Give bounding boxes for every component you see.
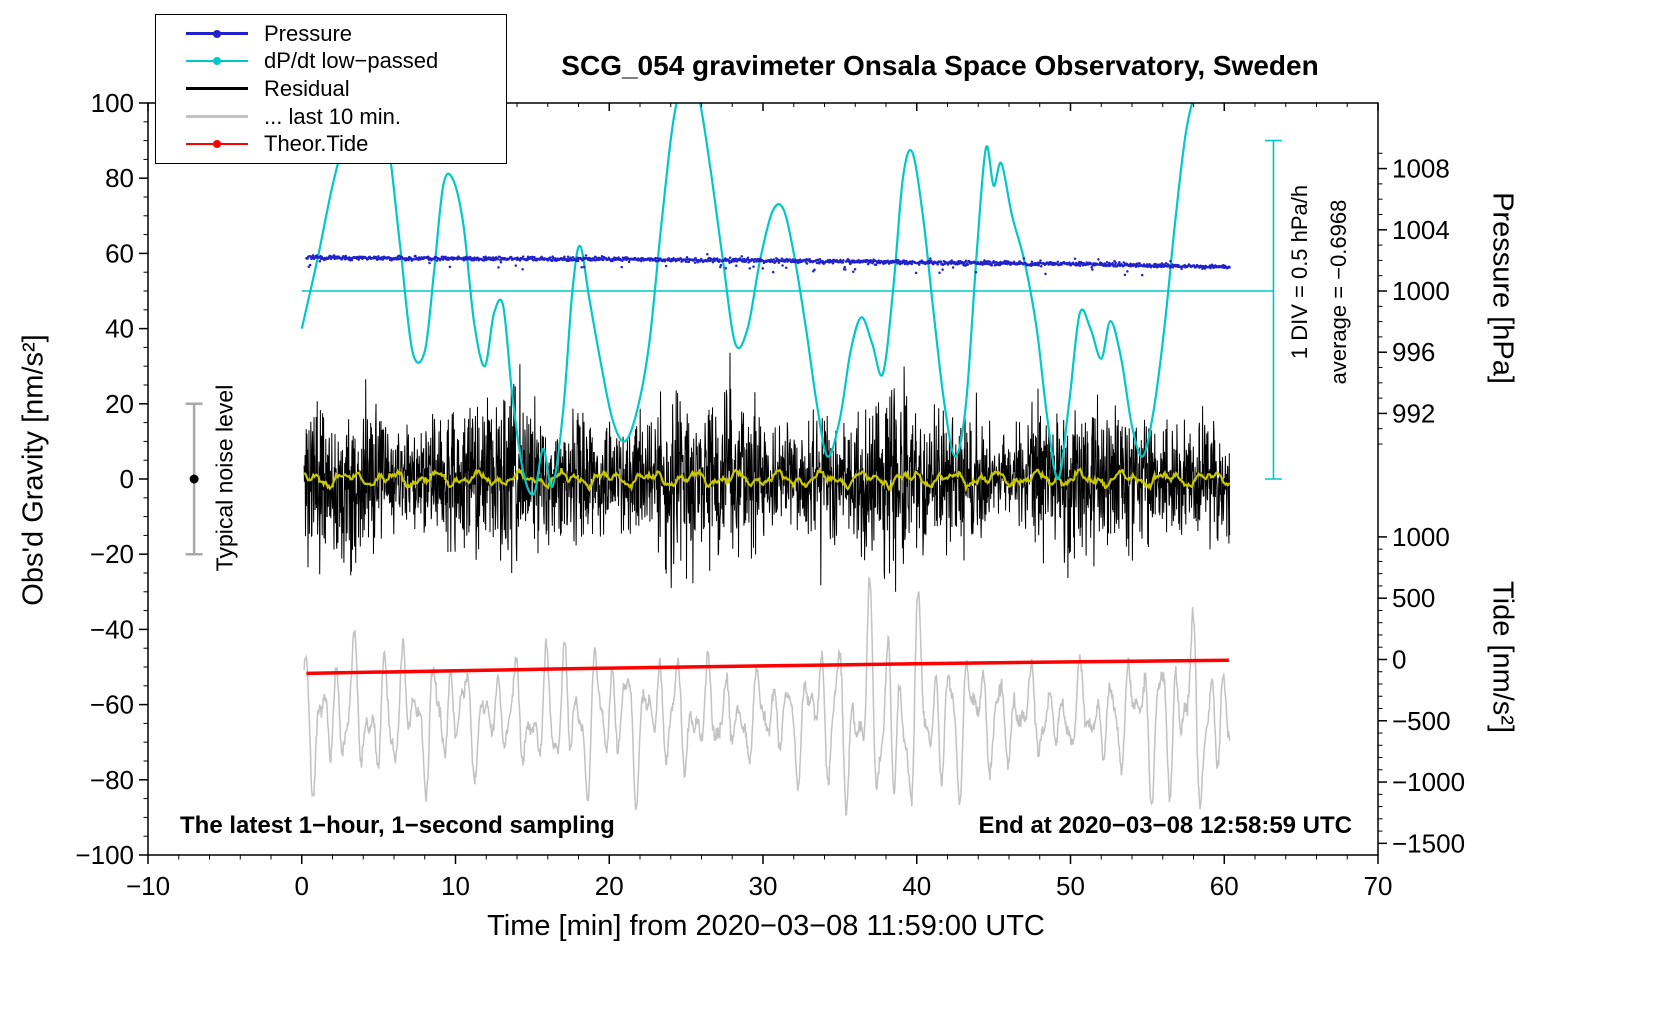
series-layer	[185, 103, 1282, 816]
y-axis-pressure-title: Pressure [hPa]	[1486, 192, 1519, 384]
svg-text:0: 0	[1392, 644, 1406, 674]
svg-text:60: 60	[1210, 871, 1239, 901]
series-pressure	[305, 253, 1231, 277]
svg-text:80: 80	[105, 163, 134, 193]
svg-text:−60: −60	[90, 690, 134, 720]
series-resid_lp	[303, 466, 1231, 493]
svg-text:30: 30	[749, 871, 778, 901]
plot-frame	[147, 102, 1379, 856]
average-annotation: average = −0.6968	[1326, 199, 1351, 385]
series-last10	[303, 576, 1231, 816]
pressure-line-dot-swatch	[186, 27, 248, 41]
div-scale-annotation: 1 DIV = 0.5 hPa/h	[1287, 184, 1312, 360]
svg-text:40: 40	[902, 871, 931, 901]
svg-text:−80: −80	[90, 765, 134, 795]
svg-text:−1000: −1000	[1392, 767, 1465, 797]
svg-text:−10: −10	[126, 871, 170, 901]
svg-text:−1500: −1500	[1392, 828, 1465, 858]
y-axis-left-title: Obs'd Gravity [nm/s²]	[17, 334, 50, 606]
last10min-line-swatch	[186, 110, 248, 124]
svg-text:−40: −40	[90, 614, 134, 644]
tick-labels: −10 0 10 20 30 40 50 60 70−100−80−60−40−20020406…	[75, 88, 1465, 901]
theortide-line-dot-swatch	[186, 137, 248, 151]
svg-text:70: 70	[1364, 871, 1393, 901]
dpdt-scale-bar	[1264, 139, 1282, 480]
svg-text:10: 10	[441, 871, 470, 901]
legend-item-last10min: ... last 10 min.	[186, 104, 506, 130]
residual-line-swatch	[186, 82, 248, 96]
end-time-caption: End at 2020−03−08 12:58:59 UTC	[978, 812, 1352, 839]
legend-item-residual: Residual	[186, 76, 506, 102]
svg-text:1004: 1004	[1392, 215, 1450, 245]
svg-text:20: 20	[105, 389, 134, 419]
svg-text:996: 996	[1392, 337, 1435, 367]
svg-text:0: 0	[120, 464, 134, 494]
chart-title: SCG_054 gravimeter Onsala Space Observat…	[561, 50, 1319, 81]
x-axis-title: Time [min] from 2020−03−08 11:59:00 UTC	[487, 910, 1045, 942]
legend-item-dpdt: dP/dt low−passed	[186, 48, 506, 74]
legend-label: dP/dt low−passed	[264, 48, 439, 74]
svg-text:0: 0	[295, 871, 309, 901]
legend-label: Theor.Tide	[264, 131, 369, 157]
svg-text:−500: −500	[1392, 706, 1451, 736]
noise-level-label: Typical noise level	[211, 384, 238, 572]
svg-text:−100: −100	[75, 840, 134, 870]
y-axis-tide-title: Tide [nm/s²]	[1486, 580, 1519, 734]
svg-text:992: 992	[1392, 398, 1435, 428]
svg-text:40: 40	[105, 314, 134, 344]
noise-level-dot	[189, 474, 199, 484]
svg-text:20: 20	[595, 871, 624, 901]
series-dpdt	[300, 103, 1194, 496]
svg-text:60: 60	[105, 238, 134, 268]
legend-box: Pressure dP/dt low−passed Residual ... l…	[155, 14, 507, 164]
svg-text:1008: 1008	[1392, 154, 1450, 184]
legend-label: Residual	[264, 75, 350, 101]
svg-text:1000: 1000	[1392, 276, 1450, 306]
sampling-caption: The latest 1−hour, 1−second sampling	[180, 812, 615, 839]
svg-text:1000: 1000	[1392, 522, 1450, 552]
legend-label: Pressure	[264, 20, 353, 46]
series-residual	[303, 352, 1231, 592]
svg-text:500: 500	[1392, 583, 1435, 613]
legend-label: ... last 10 min.	[264, 103, 401, 129]
series-tide	[306, 658, 1229, 676]
svg-text:100: 100	[91, 88, 134, 118]
svg-text:−20: −20	[90, 539, 134, 569]
svg-text:50: 50	[1056, 871, 1085, 901]
dpdt-line-dot-swatch	[186, 54, 248, 68]
legend-item-theortide: Theor.Tide	[186, 131, 506, 157]
legend-item-pressure: Pressure	[186, 21, 506, 47]
